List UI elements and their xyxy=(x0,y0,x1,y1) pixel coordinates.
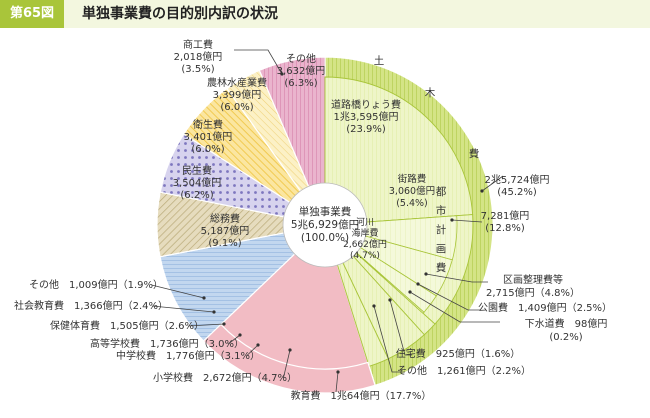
leader-edu-other xyxy=(151,284,205,299)
label-pe: 保健体育費 1,505億円（2.6%） xyxy=(50,319,204,332)
leader-pe xyxy=(188,323,225,327)
label-edu-total: 教育費 1兆64億円（17.7%） xyxy=(291,389,432,402)
leader-kukaku-dot xyxy=(424,272,428,276)
label-civil-total: 2兆5,724億円(45.2%) xyxy=(485,173,550,198)
leader-park xyxy=(417,283,480,311)
label-river: 河川海岸費 2,662億円(4.7%) xyxy=(343,216,387,261)
leader-civil-other xyxy=(373,305,405,373)
label-agri: 農林水産業費 3,399億円(6.0%) xyxy=(207,76,267,113)
leader-sewer xyxy=(409,291,500,323)
leader-commerce xyxy=(234,49,283,75)
label-commerce: 商工費 2,018億円(3.5%) xyxy=(174,38,223,75)
label-city-total: 7,281億円(12.8%) xyxy=(481,209,530,234)
label-high: 高等学校費 1,736億円（3.0%） xyxy=(90,337,244,350)
label-park: 公園費 1,409億円（2.5%） xyxy=(478,301,612,314)
leader-junior-dot xyxy=(256,343,260,347)
figure-title: 単独事業費の目的別内訳の状況 xyxy=(82,6,278,22)
label-road: 道路橋りょう費 1兆3,595億円(23.9%) xyxy=(331,98,401,135)
city-ring-char-1: 市 xyxy=(436,204,447,217)
leader-civil xyxy=(481,175,504,192)
figure-number-badge: 第65図 xyxy=(0,0,64,28)
leader-park-dot xyxy=(416,282,420,286)
city-ring-char-0: 都 xyxy=(436,186,447,198)
leader-elem-dot xyxy=(288,348,292,352)
label-kukaku: 区画整理費等 2,715億円（4.8%） xyxy=(486,273,580,299)
leader-housing xyxy=(389,299,412,356)
leader-housing-dot xyxy=(388,298,392,302)
leader-social-dot xyxy=(212,310,216,314)
leader-junior xyxy=(246,344,259,357)
leader-social xyxy=(152,305,215,313)
leader-sewer-dot xyxy=(408,290,412,294)
label-junior: 中学校費 1,776億円（3.1%） xyxy=(116,349,260,362)
leader-edu-other-dot xyxy=(202,296,206,300)
label-housing: 住宅費 925億円（1.6%） xyxy=(396,347,521,360)
leader-city-dot xyxy=(450,218,454,222)
label-sewer: 下水道費 98億円(0.2%) xyxy=(525,317,608,343)
leader-elem xyxy=(283,349,291,379)
center-label: 単独事業費 5兆6,929億円(100.0%) xyxy=(291,205,359,244)
label-civil-other: その他 1,261億円（2.2%） xyxy=(397,364,531,377)
city-ring-char-2: 計 xyxy=(436,223,447,236)
city-ring-char-4: 費 xyxy=(436,261,447,274)
leader-lines xyxy=(151,49,504,393)
label-street: 街路費 3,060億円(5.4%) xyxy=(389,173,435,209)
leader-high xyxy=(227,334,241,345)
leader-pe-dot xyxy=(222,322,226,326)
leader-high-dot xyxy=(238,333,242,337)
leader-commerce-dot xyxy=(280,72,284,76)
leader-kukaku xyxy=(425,273,488,283)
civil-ring-char-0: 土 xyxy=(374,54,385,67)
leader-edu-total-dot xyxy=(336,370,340,374)
leader-edu-total xyxy=(335,371,339,393)
city-ring-char-3: 画 xyxy=(436,243,447,255)
pie-labels: 単独事業費 5兆6,929億円(100.0%) 道路橋りょう費 1兆3,595億円(2… xyxy=(14,38,612,402)
edu-outer-ring xyxy=(202,323,376,394)
leader-civil-dot xyxy=(480,189,484,193)
label-edu-other: その他 1,009億円（1.9%） xyxy=(29,278,163,291)
label-social: 社会教育費 1,366億円（2.4%） xyxy=(14,299,168,312)
label-other: その他 3,632億円(6.3%) xyxy=(277,52,326,89)
label-elem: 小学校費 2,672億円（4.7%） xyxy=(153,371,297,384)
pie-slices xyxy=(156,56,494,394)
leader-civil-other-dot xyxy=(372,304,376,308)
civil-ring-char-1: 木 xyxy=(425,87,436,99)
figure-header: 第65図 単独事業費の目的別内訳の状況 xyxy=(0,0,650,28)
civil-ring-char-2: 費 xyxy=(469,147,480,160)
label-health: 衛生費 3,401億円(6.0%) xyxy=(184,118,233,155)
label-general: 総務費 5,187億円(9.1%) xyxy=(201,212,250,249)
pie-chart: 単独事業費 5兆6,929億円(100.0%) 道路橋りょう費 1兆3,595億円(2… xyxy=(14,38,612,402)
label-welfare: 民生費 3,504億円(6.2%) xyxy=(173,164,222,201)
leader-city xyxy=(451,219,483,223)
center-disk xyxy=(282,182,368,268)
